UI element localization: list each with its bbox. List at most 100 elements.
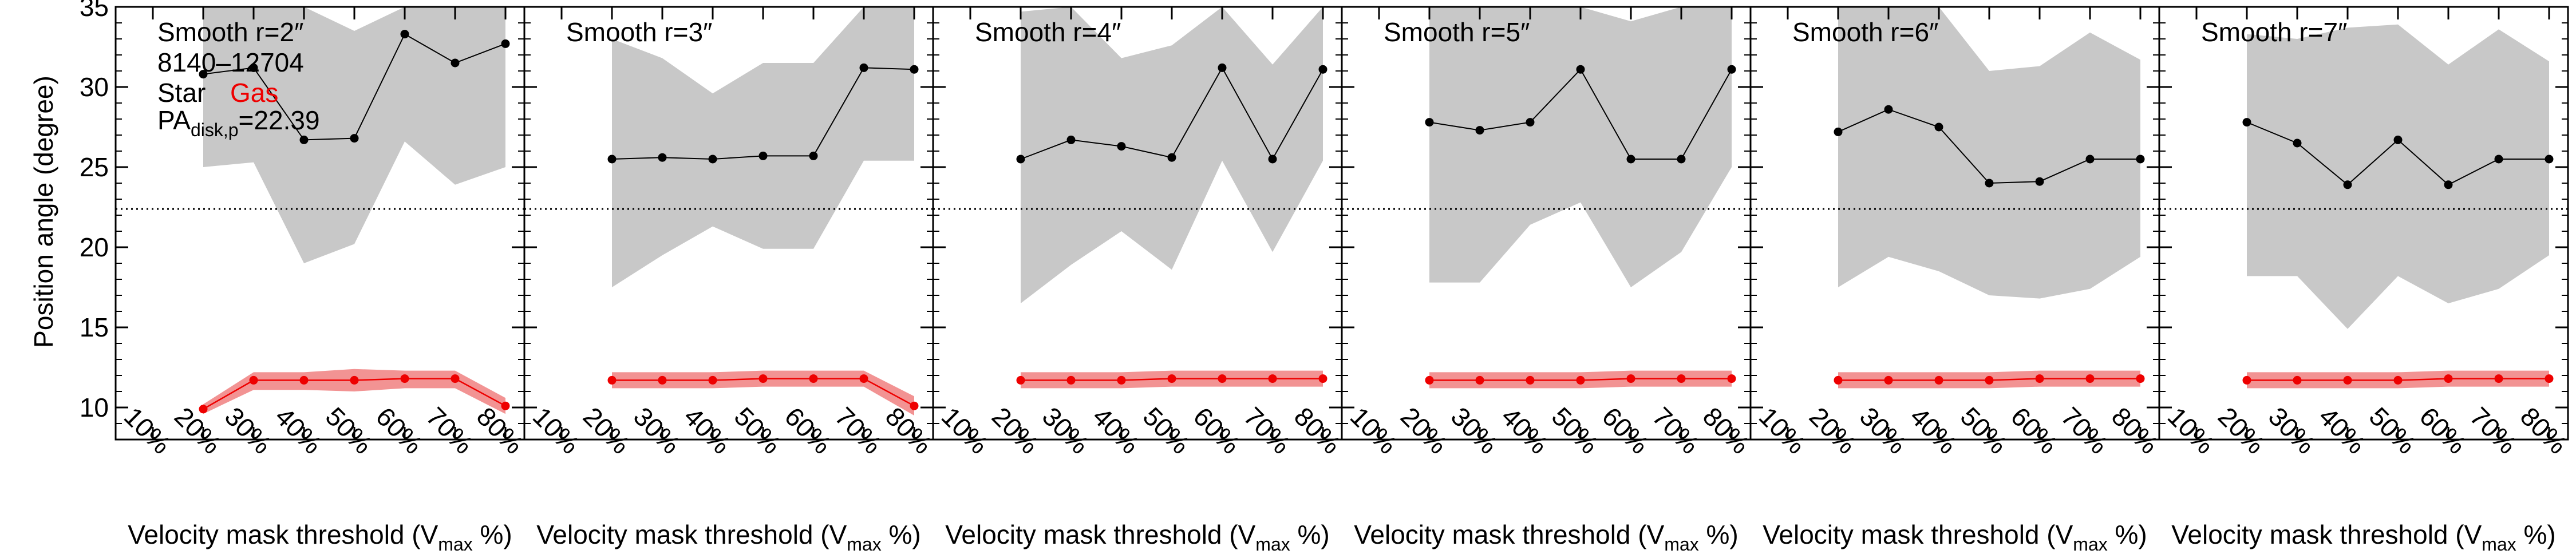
gas-data-point — [1016, 375, 1025, 385]
star-data-point — [2136, 155, 2145, 164]
star-data-point — [607, 155, 617, 164]
pa-disk-label: PAdisk,p=22.39 — [157, 105, 320, 140]
x-tick-label: 60% — [370, 401, 429, 460]
star-data-point — [809, 151, 818, 160]
x-tick-label: 40% — [270, 401, 328, 460]
gas-data-point — [1576, 375, 1585, 385]
gas-data-point — [1167, 374, 1176, 383]
star-data-point — [758, 151, 768, 160]
x-tick-label: 50% — [729, 401, 787, 460]
x-axis-label: Velocity mask threshold (Vmax %) — [945, 520, 1329, 555]
gas-data-point — [350, 375, 359, 385]
x-tick-label: 80% — [1289, 401, 1347, 460]
star-data-point — [2035, 177, 2044, 186]
gas-data-point — [658, 375, 667, 385]
panel-title: Smooth r=2″ — [157, 17, 303, 47]
x-tick-label: 10% — [1753, 401, 1812, 460]
gas-data-point — [2444, 374, 2453, 383]
panel-1: 10 15 20 25 30 35 10%20%30%40%50%60%70%80% Smoo… — [80, 0, 530, 555]
gas-data-point — [2035, 374, 2044, 383]
y-tick-label: 25 — [80, 152, 109, 182]
x-tick-label: 60% — [1188, 401, 1246, 460]
x-tick-label: 10% — [2162, 401, 2221, 460]
x-tick-label: 70% — [2056, 401, 2114, 460]
star-data-point — [2393, 135, 2403, 144]
x-tick-label: 80% — [880, 401, 938, 460]
panel-title: Smooth r=7″ — [2201, 17, 2347, 47]
x-tick-label: 80% — [1697, 401, 1756, 460]
x-tick-label: 30% — [628, 401, 686, 460]
x-tick-label: 70% — [421, 401, 479, 460]
gas-data-point — [1117, 375, 1126, 385]
x-tick-label: 70% — [1647, 401, 1705, 460]
panel-3: 10%20%30%40%50%60%70%80% Smooth r=4″ Veloc… — [932, 6, 1347, 555]
star-data-point — [400, 30, 409, 39]
star-error-band — [2247, 24, 2549, 329]
star-error-band — [1429, 7, 1732, 287]
gas-data-point — [199, 405, 208, 414]
star-data-point — [859, 63, 868, 72]
star-data-point — [1626, 155, 1635, 164]
star-data-point — [1218, 63, 1227, 72]
gas-error-band — [612, 370, 914, 415]
star-data-point — [2085, 155, 2095, 164]
gas-data-point — [1425, 375, 1434, 385]
y-tick-label: 30 — [80, 72, 109, 102]
star-data-point — [1016, 155, 1025, 164]
gas-data-point — [1475, 375, 1484, 385]
x-tick-label: 60% — [2005, 401, 2064, 460]
gas-data-point — [1985, 375, 1994, 385]
x-tick-label: 10% — [118, 401, 177, 460]
x-tick-label: 70% — [2464, 401, 2523, 460]
gas-data-point — [1268, 374, 1277, 383]
gas-data-point — [2343, 375, 2352, 385]
gas-data-point — [1884, 375, 1893, 385]
gas-data-point — [758, 374, 768, 383]
star-data-point — [1934, 122, 1943, 132]
gas-data-point — [2393, 375, 2403, 385]
x-axis-label: Velocity mask threshold (Vmax %) — [536, 520, 920, 555]
panel-2: 10%20%30%40%50%60%70%80% Smooth r=3″ Veloc… — [523, 6, 938, 555]
x-tick-label: 80% — [2106, 401, 2164, 460]
panel-5: 10%20%30%40%50%60%70%80% Smooth r=6″ Veloc… — [1749, 6, 2164, 555]
y-tick-label: 15 — [80, 312, 109, 342]
y-tick-label: 20 — [80, 232, 109, 262]
star-data-point — [2545, 155, 2554, 164]
gas-data-point — [1218, 374, 1227, 383]
star-data-point — [910, 65, 919, 74]
star-data-point — [1475, 126, 1484, 135]
y-tick-label: 10 — [80, 393, 109, 422]
gas-data-point — [2085, 374, 2095, 383]
star-data-point — [1985, 179, 1994, 188]
star-data-point — [501, 39, 510, 48]
gas-data-point — [708, 375, 717, 385]
gas-data-point — [1834, 375, 1843, 385]
star-data-point — [1526, 118, 1535, 127]
star-data-point — [451, 58, 460, 68]
gas-data-point — [859, 374, 868, 383]
gas-data-point — [249, 375, 258, 385]
x-tick-label: 20% — [1804, 401, 1862, 460]
x-tick-label: 50% — [320, 401, 378, 460]
star-data-point — [2242, 118, 2251, 127]
panel-title: Smooth r=4″ — [975, 17, 1121, 47]
star-data-point — [2343, 180, 2352, 189]
x-tick-label: 10% — [936, 401, 994, 460]
x-axis-label: Velocity mask threshold (Vmax %) — [128, 520, 512, 555]
star-error-band — [1838, 7, 2140, 299]
x-tick-label: 30% — [1854, 401, 1913, 460]
x-axis-label: Velocity mask threshold (Vmax %) — [1763, 520, 2147, 555]
gas-data-point — [1677, 374, 1686, 383]
x-tick-label: 40% — [1905, 401, 1963, 460]
star-data-point — [1677, 155, 1686, 164]
x-tick-label: 30% — [1037, 401, 1095, 460]
star-data-point — [1834, 127, 1843, 136]
gas-data-point — [2136, 374, 2145, 383]
gas-data-point — [299, 375, 309, 385]
x-tick-label: 40% — [678, 401, 737, 460]
x-tick-label: 40% — [1087, 401, 1145, 460]
star-data-point — [1066, 135, 1076, 144]
star-data-point — [350, 134, 359, 143]
x-tick-label: 70% — [1238, 401, 1297, 460]
